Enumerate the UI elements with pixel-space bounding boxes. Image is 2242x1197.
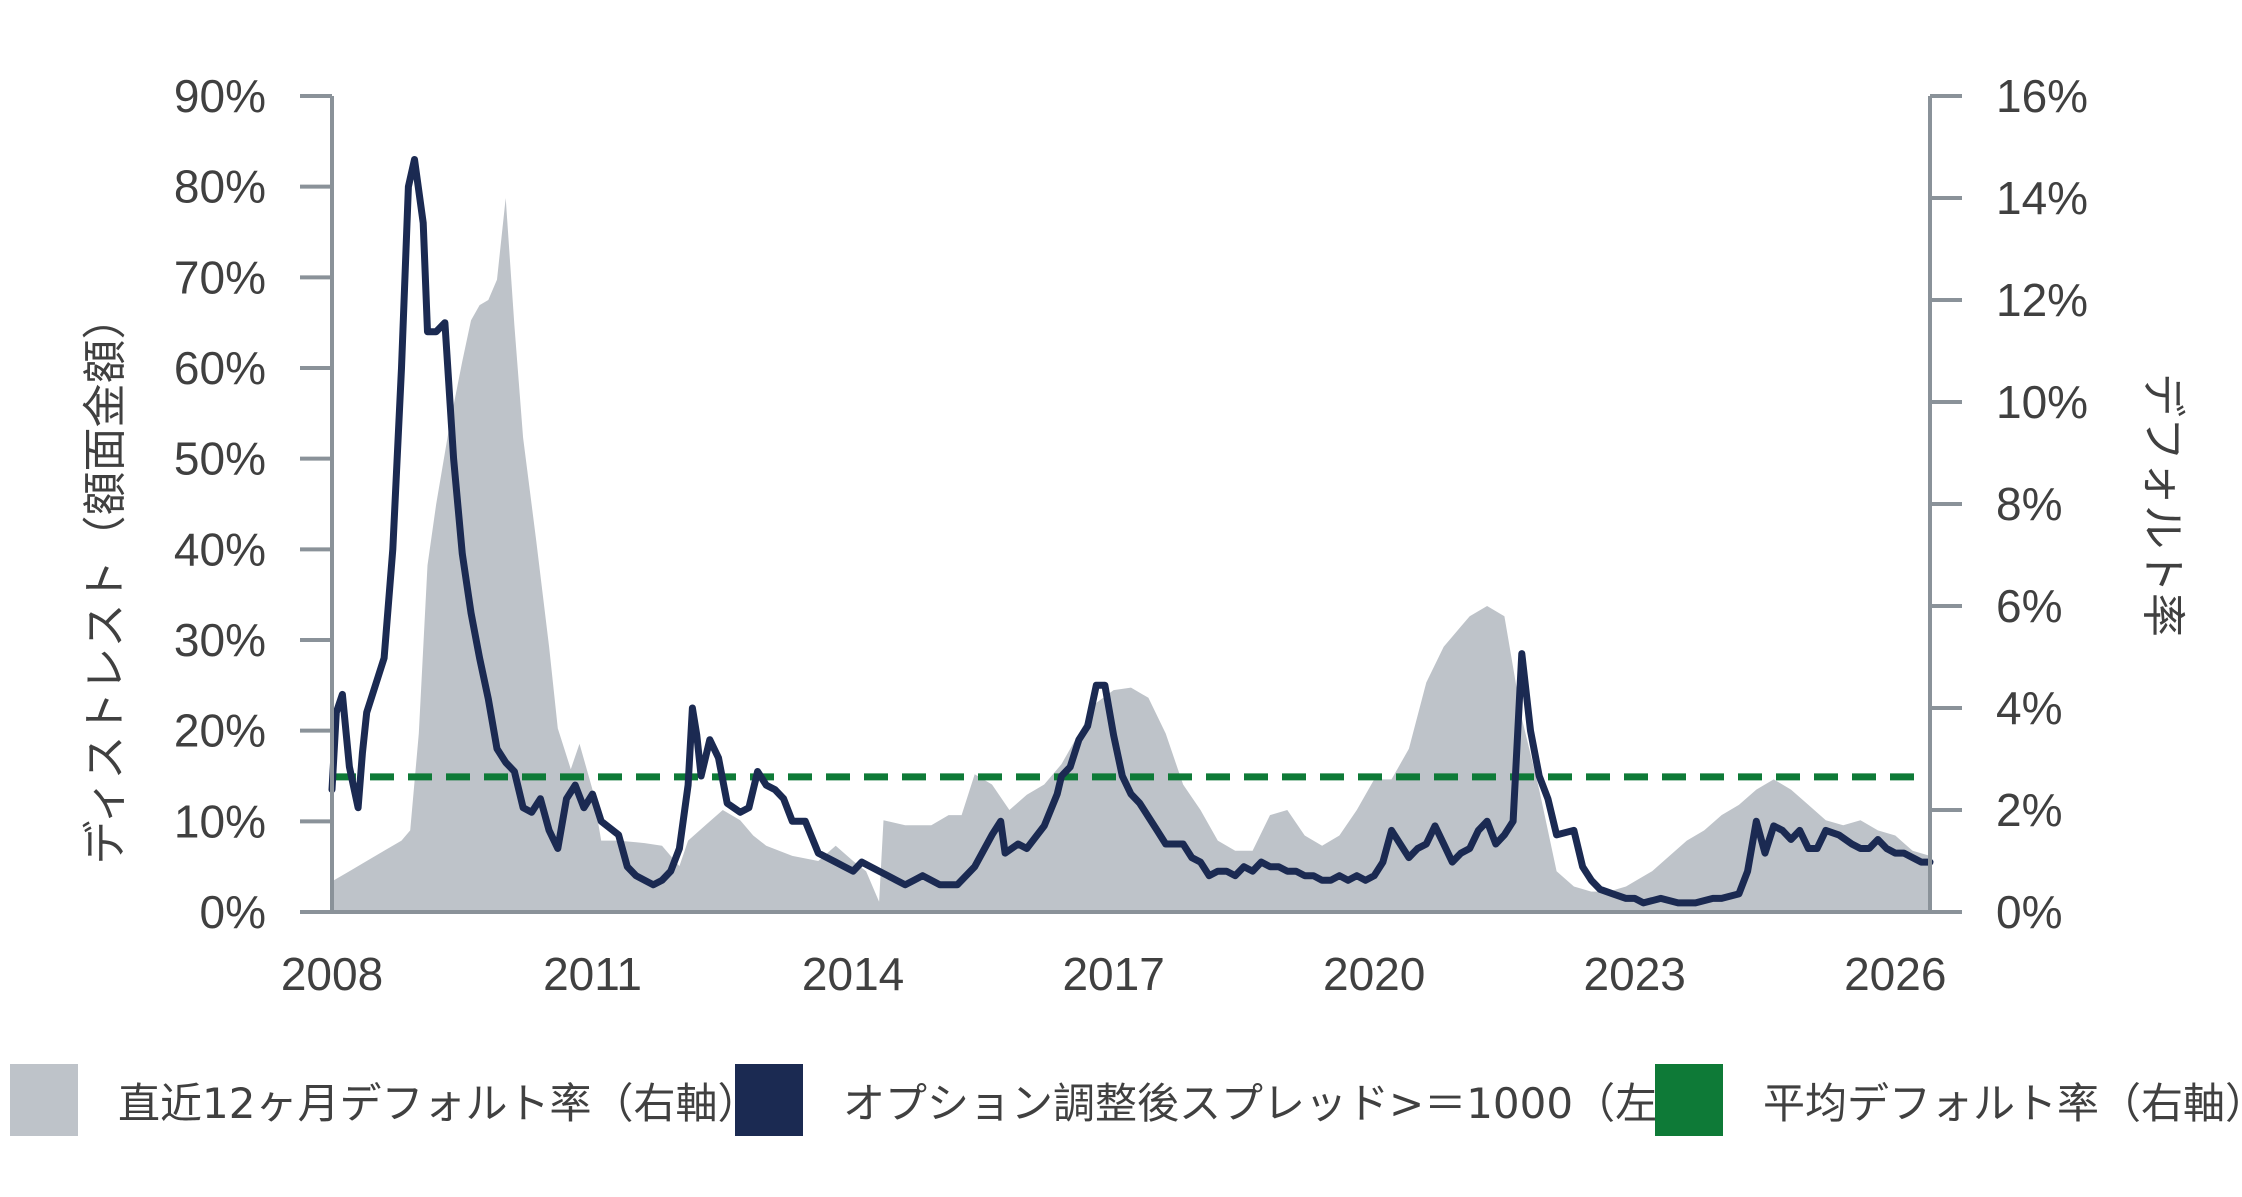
left-tick-label: 60% <box>174 342 266 394</box>
left-tick-label: 10% <box>174 795 266 847</box>
left-tick-label: 90% <box>174 70 266 122</box>
left-axis: 0% 10% 20% 30% 40% 50% 60% 70% 80% 90% <box>174 70 334 938</box>
left-tick-label: 70% <box>174 251 266 303</box>
legend-item-default-rate: 直近12ヶ月デフォルト率（右軸） <box>10 1064 759 1136</box>
legend-swatch-line <box>735 1064 803 1136</box>
right-tick-label: 6% <box>1996 580 2062 632</box>
legend: 直近12ヶ月デフォルト率（右軸） オプション調整後スプレッド>＝1000（左軸）… <box>0 1064 2242 1144</box>
right-tick-label: 8% <box>1996 478 2062 530</box>
legend-item-oas: オプション調整後スプレッド>＝1000（左軸） <box>735 1064 1741 1136</box>
x-tick-label: 2017 <box>1062 948 1164 1000</box>
left-tick-label: 80% <box>174 161 266 213</box>
legend-label-oas: オプション調整後スプレッド>＝1000（左軸） <box>843 1078 1742 1128</box>
oas-distressed-line <box>328 156 1934 907</box>
left-tick-label: 20% <box>174 705 266 757</box>
right-tick-label: 14% <box>1996 172 2088 224</box>
right-tick-label: 10% <box>1996 376 2088 428</box>
right-tick-label: 4% <box>1996 682 2062 734</box>
right-tick-label: 12% <box>1996 274 2088 326</box>
x-tick-label: 2011 <box>543 948 642 1000</box>
left-tick-label: 50% <box>174 433 266 485</box>
right-axis-title: デフォルト率 <box>2137 373 2188 637</box>
plot-area <box>328 156 1934 912</box>
x-tick-label: 2023 <box>1584 948 1686 1000</box>
legend-label-average: 平均デフォルト率（右軸） <box>1763 1078 2242 1128</box>
left-axis-title: ディストレスト（額面金額） <box>80 296 131 865</box>
x-tick-label: 2008 <box>281 948 383 1000</box>
right-tick-label: 2% <box>1996 784 2062 836</box>
x-axis: 2008 2011 2014 2017 2020 2023 2026 <box>281 910 1946 1000</box>
right-tick-label: 16% <box>1996 70 2088 122</box>
default-rate-area <box>332 198 1930 912</box>
legend-swatch-area <box>10 1064 78 1136</box>
right-tick-label: 0% <box>1996 886 2062 938</box>
legend-item-average: 平均デフォルト率（右軸） <box>1655 1064 2242 1136</box>
left-tick-label: 30% <box>174 614 266 666</box>
left-tick-label: 0% <box>200 886 266 938</box>
legend-swatch-average <box>1655 1064 1723 1136</box>
legend-label-default-rate: 直近12ヶ月デフォルト率（右軸） <box>118 1078 760 1128</box>
left-tick-label: 40% <box>174 523 266 575</box>
chart: 0% 10% 20% 30% 40% 50% 60% 70% 80% 90% 0% 2% 4% 6% 8%… <box>80 70 2188 1000</box>
x-tick-label: 2020 <box>1323 948 1425 1000</box>
x-tick-label: 2014 <box>802 948 904 1000</box>
right-axis: 0% 2% 4% 6% 8% 10% 12% 14% 16% <box>1928 70 2088 938</box>
x-tick-label: 2026 <box>1844 948 1946 1000</box>
